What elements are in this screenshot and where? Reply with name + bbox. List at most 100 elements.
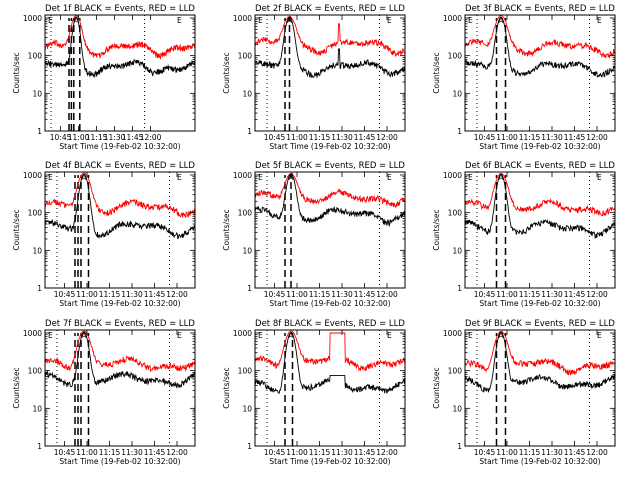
plot-frame bbox=[254, 329, 406, 447]
plot-frame bbox=[44, 171, 196, 289]
x-tick-label: 11:30 bbox=[104, 133, 126, 142]
x-axis-label: Start Time (19-Feb-02 10:32:00) bbox=[269, 457, 390, 466]
y-tick-label: 10 bbox=[452, 89, 462, 98]
corner-label: E bbox=[258, 331, 263, 340]
x-tick-label: 11:30 bbox=[541, 448, 563, 457]
x-tick-label: 10:45 bbox=[54, 448, 76, 457]
x-tick-label: 11:45 bbox=[354, 448, 376, 457]
x-tick-label: 11:45 bbox=[144, 448, 166, 457]
y-tick-label: 100 bbox=[238, 52, 253, 61]
series-events-black bbox=[255, 331, 405, 395]
series-lld-red bbox=[45, 15, 195, 61]
corner-label: E bbox=[387, 331, 392, 340]
plot-frame bbox=[254, 171, 406, 289]
x-tick-label: 11:00 bbox=[286, 448, 308, 457]
y-axis-label: Counts/sec bbox=[432, 209, 441, 250]
panel-4: Det 4f BLACK = Events, RED = LLD E A E 1 10 10… bbox=[12, 161, 196, 308]
y-tick-label: 1 bbox=[247, 127, 252, 136]
y-tick-label: 1000 bbox=[233, 14, 252, 23]
y-tick-label: 10 bbox=[32, 404, 42, 413]
corner-label: E bbox=[468, 173, 473, 182]
series-events-black bbox=[45, 173, 195, 240]
x-tick-label: 11:45 bbox=[354, 290, 376, 299]
series-events-black bbox=[255, 173, 405, 227]
corner-label: A bbox=[498, 173, 504, 182]
corner-label: E bbox=[597, 173, 602, 182]
panel-title: Det 1f BLACK = Events, RED = LLD bbox=[45, 4, 195, 14]
corner-label: E bbox=[177, 331, 182, 340]
corner-label: E bbox=[48, 16, 53, 25]
y-axis-label: Counts/sec bbox=[12, 209, 21, 250]
x-tick-label: 12:00 bbox=[376, 448, 398, 457]
panel-title: Det 7f BLACK = Events, RED = LLD bbox=[45, 319, 195, 329]
y-tick-label: 10 bbox=[32, 246, 42, 255]
x-tick-label: 11:15 bbox=[99, 448, 121, 457]
x-tick-label: 10:45 bbox=[264, 448, 286, 457]
corner-label: E bbox=[387, 173, 392, 182]
corner-label: E bbox=[48, 173, 53, 182]
y-tick-label: 1 bbox=[247, 442, 252, 451]
x-tick-label: 12:00 bbox=[376, 133, 398, 142]
y-tick-label: 1000 bbox=[443, 329, 462, 338]
y-axis-label: Counts/sec bbox=[432, 52, 441, 93]
corner-label: A bbox=[74, 16, 80, 25]
x-tick-label: 10:45 bbox=[50, 133, 72, 142]
plot-frame bbox=[464, 14, 616, 132]
x-tick-label: 12:00 bbox=[586, 133, 608, 142]
y-tick-label: 10 bbox=[32, 89, 42, 98]
plot-frame bbox=[44, 14, 196, 132]
corner-label: E bbox=[468, 331, 473, 340]
panel-title: Det 2f BLACK = Events, RED = LLD bbox=[255, 4, 405, 14]
x-tick-label: 11:45 bbox=[564, 290, 586, 299]
y-tick-label: 100 bbox=[28, 52, 43, 61]
panel-title: Det 6f BLACK = Events, RED = LLD bbox=[465, 161, 615, 171]
x-axis-label: Start Time (19-Feb-02 10:32:00) bbox=[479, 457, 600, 466]
y-tick-label: 100 bbox=[238, 209, 253, 218]
y-tick-label: 1 bbox=[37, 127, 42, 136]
x-tick-label: 11:00 bbox=[68, 133, 90, 142]
x-tick-label: 11:00 bbox=[76, 448, 98, 457]
y-tick-label: 1000 bbox=[443, 171, 462, 180]
corner-label: E bbox=[387, 16, 392, 25]
y-tick-label: 1 bbox=[37, 442, 42, 451]
x-tick-label: 11:30 bbox=[121, 448, 143, 457]
panel-title: Det 5f BLACK = Events, RED = LLD bbox=[255, 161, 405, 171]
x-tick-label: 10:45 bbox=[474, 133, 496, 142]
panel-1: Det 1f BLACK = Events, RED = LLD E A E 1 10 10… bbox=[12, 4, 196, 151]
y-tick-label: 100 bbox=[448, 52, 463, 61]
x-tick-label: 10:45 bbox=[474, 448, 496, 457]
x-tick-label: 11:45 bbox=[564, 448, 586, 457]
x-axis-label: Start Time (19-Feb-02 10:32:00) bbox=[59, 142, 180, 151]
y-axis-label: Counts/sec bbox=[432, 367, 441, 408]
plot-frame bbox=[254, 14, 406, 132]
panel-5: Det 5f BLACK = Events, RED = LLD E A E 1 10 10… bbox=[222, 161, 406, 308]
x-tick-label: 11:15 bbox=[519, 448, 541, 457]
corner-label: E bbox=[177, 173, 182, 182]
series-lld-red bbox=[255, 330, 405, 372]
x-tick-label: 11:45 bbox=[122, 133, 144, 142]
plot-frame bbox=[44, 329, 196, 447]
x-tick-label: 11:00 bbox=[496, 133, 518, 142]
x-tick-label: 10:45 bbox=[54, 290, 76, 299]
x-tick-label: 11:45 bbox=[144, 290, 166, 299]
y-tick-label: 1000 bbox=[23, 171, 42, 180]
series-events-black bbox=[255, 16, 405, 78]
series-events-black bbox=[45, 331, 195, 389]
y-tick-label: 10 bbox=[242, 246, 252, 255]
x-tick-label: 12:00 bbox=[166, 290, 188, 299]
x-tick-label: 11:30 bbox=[331, 448, 353, 457]
x-tick-label: 11:30 bbox=[331, 290, 353, 299]
series-lld-red bbox=[255, 15, 405, 58]
x-tick-label: 12:00 bbox=[140, 133, 162, 142]
corner-label: E bbox=[258, 173, 263, 182]
panel-7: Det 7f BLACK = Events, RED = LLD E A E 1 10 10… bbox=[12, 319, 196, 466]
y-tick-label: 100 bbox=[28, 209, 43, 218]
series-lld-red bbox=[45, 330, 195, 373]
y-tick-label: 100 bbox=[238, 367, 253, 376]
x-tick-label: 11:30 bbox=[121, 290, 143, 299]
panel-title: Det 9f BLACK = Events, RED = LLD bbox=[465, 319, 615, 329]
x-tick-label: 12:00 bbox=[586, 290, 608, 299]
series-lld-red bbox=[465, 173, 615, 217]
x-tick-label: 11:30 bbox=[541, 290, 563, 299]
x-tick-label: 11:15 bbox=[309, 133, 331, 142]
